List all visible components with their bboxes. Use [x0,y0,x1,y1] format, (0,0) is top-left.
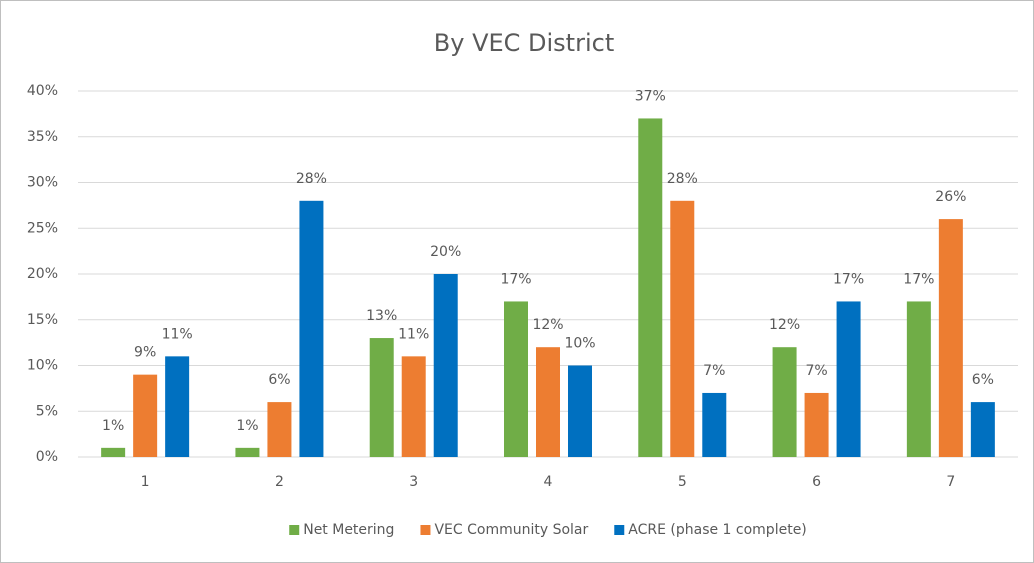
data-label: 17% [903,271,934,287]
y-tick-label: 40% [27,83,58,99]
y-tick-label: 15% [27,312,58,328]
data-label: 12% [532,317,563,333]
data-label: 12% [769,317,800,333]
data-label: 28% [296,171,327,187]
legend-swatch [289,525,300,535]
x-tick-label: 4 [544,474,553,490]
data-label: 1% [236,418,258,434]
data-label: 26% [935,189,966,205]
bar [504,301,528,457]
y-tick-label: 20% [27,266,58,282]
bar [369,338,394,457]
x-tick-label: 2 [275,474,284,490]
data-label: 7% [805,363,827,379]
data-label: 7% [703,363,725,379]
data-label: 20% [430,244,461,260]
data-label: 17% [500,271,531,287]
data-label: 9% [134,345,156,361]
bar [433,274,458,457]
bar [568,365,592,457]
bar [267,402,292,457]
legend-label: VEC Community Solar [434,522,588,538]
x-tick-label: 1 [141,474,150,490]
legend-swatch [420,525,431,535]
data-label: 6% [972,372,994,388]
y-tick-label: 35% [27,129,58,145]
bar [772,347,797,457]
data-label: 6% [268,372,290,388]
chart-title: By VEC District [434,29,614,57]
data-label: 1% [102,418,124,434]
bar [299,200,324,458]
y-tick-label: 10% [27,358,58,374]
bar [101,447,126,457]
x-tick-label: 7 [946,474,955,490]
legend-label: ACRE (phase 1 complete) [628,522,807,538]
legend-swatch [614,525,625,535]
bar [938,219,963,457]
data-label: 10% [564,336,595,352]
bar [702,392,727,457]
data-label: 28% [667,171,698,187]
data-label: 11% [398,326,429,342]
y-tick-label: 30% [27,175,58,191]
y-tick-label: 25% [27,220,58,236]
data-label: 11% [162,326,193,342]
bar [638,118,663,457]
bar [133,374,158,457]
bar [836,301,861,457]
bar [401,356,426,457]
bar [235,447,260,457]
y-tick-label: 5% [36,403,58,419]
x-tick-label: 6 [812,474,821,490]
bar [165,356,190,457]
bar [906,301,931,457]
legend-label: Net Metering [303,522,394,538]
x-tick-label: 3 [409,474,418,490]
bar [970,402,995,457]
bar [670,200,695,458]
data-label: 13% [366,308,397,324]
y-tick-label: 0% [36,449,58,465]
x-tick-label: 5 [678,474,687,490]
data-label: 37% [635,88,666,104]
data-label: 17% [833,271,864,287]
bar [536,347,560,457]
bar [804,392,829,457]
